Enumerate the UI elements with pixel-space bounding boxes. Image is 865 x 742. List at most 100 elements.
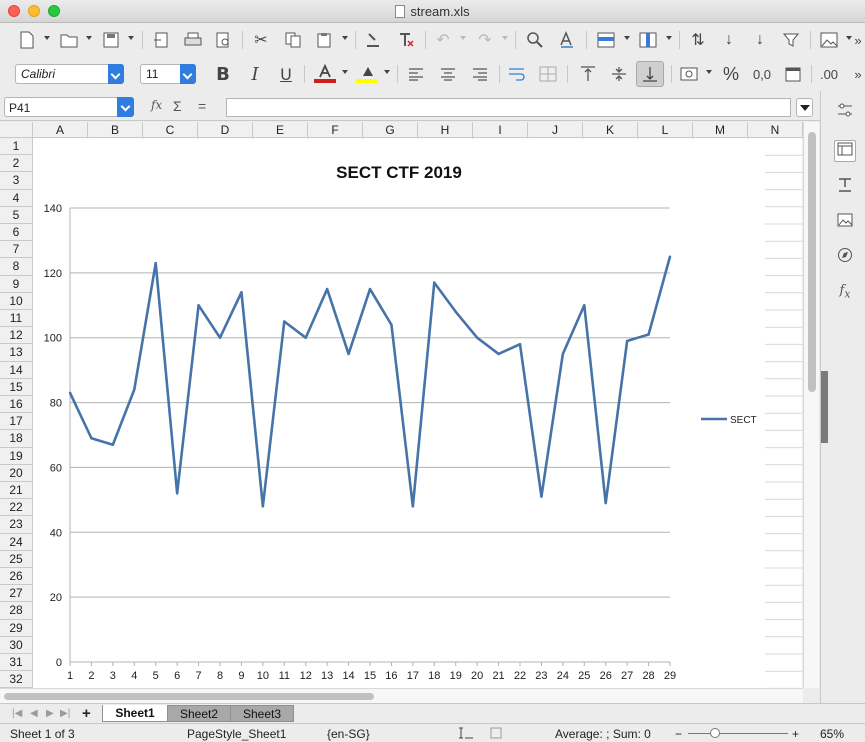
font-color-icon[interactable] (312, 63, 338, 85)
column-header-k[interactable]: K (583, 122, 638, 138)
font-name-box[interactable]: Calibri (15, 64, 124, 84)
font-color-dropdown-icon[interactable] (342, 70, 348, 74)
new-document-icon[interactable] (16, 29, 38, 51)
row-header-1[interactable]: 1 (0, 138, 32, 156)
first-sheet-icon[interactable]: |◀ (12, 708, 23, 719)
column-header-i[interactable]: I (473, 122, 528, 138)
horizontal-scroll-thumb[interactable] (4, 693, 374, 700)
font-name-dropdown-icon[interactable] (108, 64, 124, 84)
row-header-31[interactable]: 31 (0, 654, 32, 672)
vertical-scroll-thumb[interactable] (808, 132, 816, 392)
font-size-dropdown-icon[interactable] (180, 64, 196, 84)
row-header-14[interactable]: 14 (0, 362, 32, 379)
minimize-window-button[interactable] (28, 5, 40, 17)
sheet-tab-1[interactable]: Sheet1 (102, 705, 168, 722)
name-box-dropdown-icon[interactable] (117, 97, 134, 117)
horizontal-scrollbar[interactable] (0, 688, 803, 703)
row-header-11[interactable]: 11 (0, 310, 32, 328)
row-header-32[interactable]: 32 (0, 671, 32, 688)
copy-icon[interactable] (282, 29, 304, 51)
row-header-8[interactable]: 8 (0, 258, 32, 276)
align-center-icon[interactable] (437, 63, 459, 85)
expand-formula-icon[interactable] (796, 98, 813, 117)
number-format-button[interactable]: 0,0 (752, 66, 772, 82)
align-right-icon[interactable] (469, 63, 491, 85)
chart-object[interactable]: SECT CTF 2019 0 20 40 60 80 100 120 140 1 2 3 4 5 6 7 8… (33, 139, 765, 688)
row-header-10[interactable]: 10 (0, 293, 32, 310)
next-sheet-icon[interactable]: ▶ (46, 708, 54, 719)
row-dropdown-icon[interactable] (624, 36, 630, 40)
sort-icon[interactable]: ⇅ (691, 32, 705, 49)
redo-dropdown-icon[interactable] (502, 36, 508, 40)
selection-mode-icon[interactable] (458, 727, 474, 742)
italic-button[interactable]: I (251, 63, 259, 85)
currency-format-icon[interactable] (678, 63, 700, 85)
column-header-e[interactable]: E (253, 122, 308, 138)
sidebar-navigator-icon[interactable] (836, 247, 854, 265)
save-dropdown-icon[interactable] (128, 36, 134, 40)
cut-icon[interactable]: ✂ (254, 32, 268, 49)
row-header-6[interactable]: 6 (0, 224, 32, 242)
function-wizard-icon[interactable]: fx (151, 98, 163, 112)
row-header-17[interactable]: 17 (0, 413, 32, 431)
zoom-slider-knob[interactable] (710, 728, 720, 738)
zoom-in-button[interactable]: + (792, 727, 800, 741)
wrap-text-icon[interactable] (506, 63, 528, 85)
add-decimal-button[interactable]: .00 (819, 66, 839, 82)
row-header-2[interactable]: 2 (0, 155, 32, 173)
highlight-color-icon[interactable] (354, 63, 380, 85)
row-header-12[interactable]: 12 (0, 327, 32, 345)
clone-formatting-icon[interactable] (362, 29, 384, 51)
column-header-f[interactable]: F (308, 122, 363, 138)
sort-ascending-icon[interactable]: ↓ (725, 31, 733, 48)
row-header-20[interactable]: 20 (0, 465, 32, 482)
autofilter-icon[interactable] (780, 29, 802, 51)
row-header-15[interactable]: 15 (0, 379, 32, 396)
bold-button[interactable]: B (216, 63, 230, 85)
row-header-9[interactable]: 9 (0, 276, 32, 293)
align-top-icon[interactable] (577, 63, 599, 85)
column-header-l[interactable]: L (638, 122, 693, 138)
zoom-out-button[interactable]: − (675, 727, 683, 741)
paste-icon[interactable] (313, 29, 335, 51)
sidebar-settings-icon[interactable] (836, 102, 854, 120)
print-icon[interactable] (182, 29, 204, 51)
sidebar-styles-icon[interactable] (836, 177, 854, 195)
font-size-box[interactable]: 11 (140, 64, 196, 84)
row-header-26[interactable]: 26 (0, 568, 32, 586)
zoom-window-button[interactable] (48, 5, 60, 17)
close-window-button[interactable] (8, 5, 20, 17)
zoom-level[interactable]: 65% (820, 727, 845, 741)
zoom-slider[interactable] (688, 728, 788, 738)
row-header-29[interactable]: 29 (0, 620, 32, 637)
row-header-23[interactable]: 23 (0, 516, 32, 534)
row-header-5[interactable]: 5 (0, 207, 32, 224)
column-dropdown-icon[interactable] (666, 36, 672, 40)
corner-cell[interactable] (0, 122, 33, 138)
row-header-16[interactable]: 16 (0, 396, 32, 414)
previous-sheet-icon[interactable]: ◀ (30, 708, 38, 719)
column-icon[interactable] (637, 29, 659, 51)
row-header-13[interactable]: 13 (0, 344, 32, 362)
column-header-h[interactable]: H (418, 122, 473, 138)
currency-dropdown-icon[interactable] (706, 70, 712, 74)
column-header-c[interactable]: C (143, 122, 198, 138)
column-header-g[interactable]: G (363, 122, 418, 138)
sheet-tab-3[interactable]: Sheet3 (230, 705, 294, 722)
more-toolbar-icon[interactable]: » (854, 32, 862, 48)
column-header-b[interactable]: B (88, 122, 143, 138)
last-sheet-icon[interactable]: ▶| (60, 708, 71, 719)
underline-button[interactable]: U (280, 64, 292, 84)
column-header-m[interactable]: M (693, 122, 748, 138)
clear-formatting-icon[interactable] (395, 29, 417, 51)
row-header-27[interactable]: 27 (0, 585, 32, 603)
find-replace-icon[interactable] (524, 29, 546, 51)
spelling-icon[interactable] (556, 29, 578, 51)
sort-descending-icon[interactable]: ↓ (756, 31, 764, 48)
row-header-24[interactable]: 24 (0, 534, 32, 551)
new-dropdown-icon[interactable] (44, 36, 50, 40)
row-header-25[interactable]: 25 (0, 551, 32, 568)
export-pdf-icon[interactable] (150, 29, 172, 51)
center-vertically-icon[interactable] (608, 63, 630, 85)
